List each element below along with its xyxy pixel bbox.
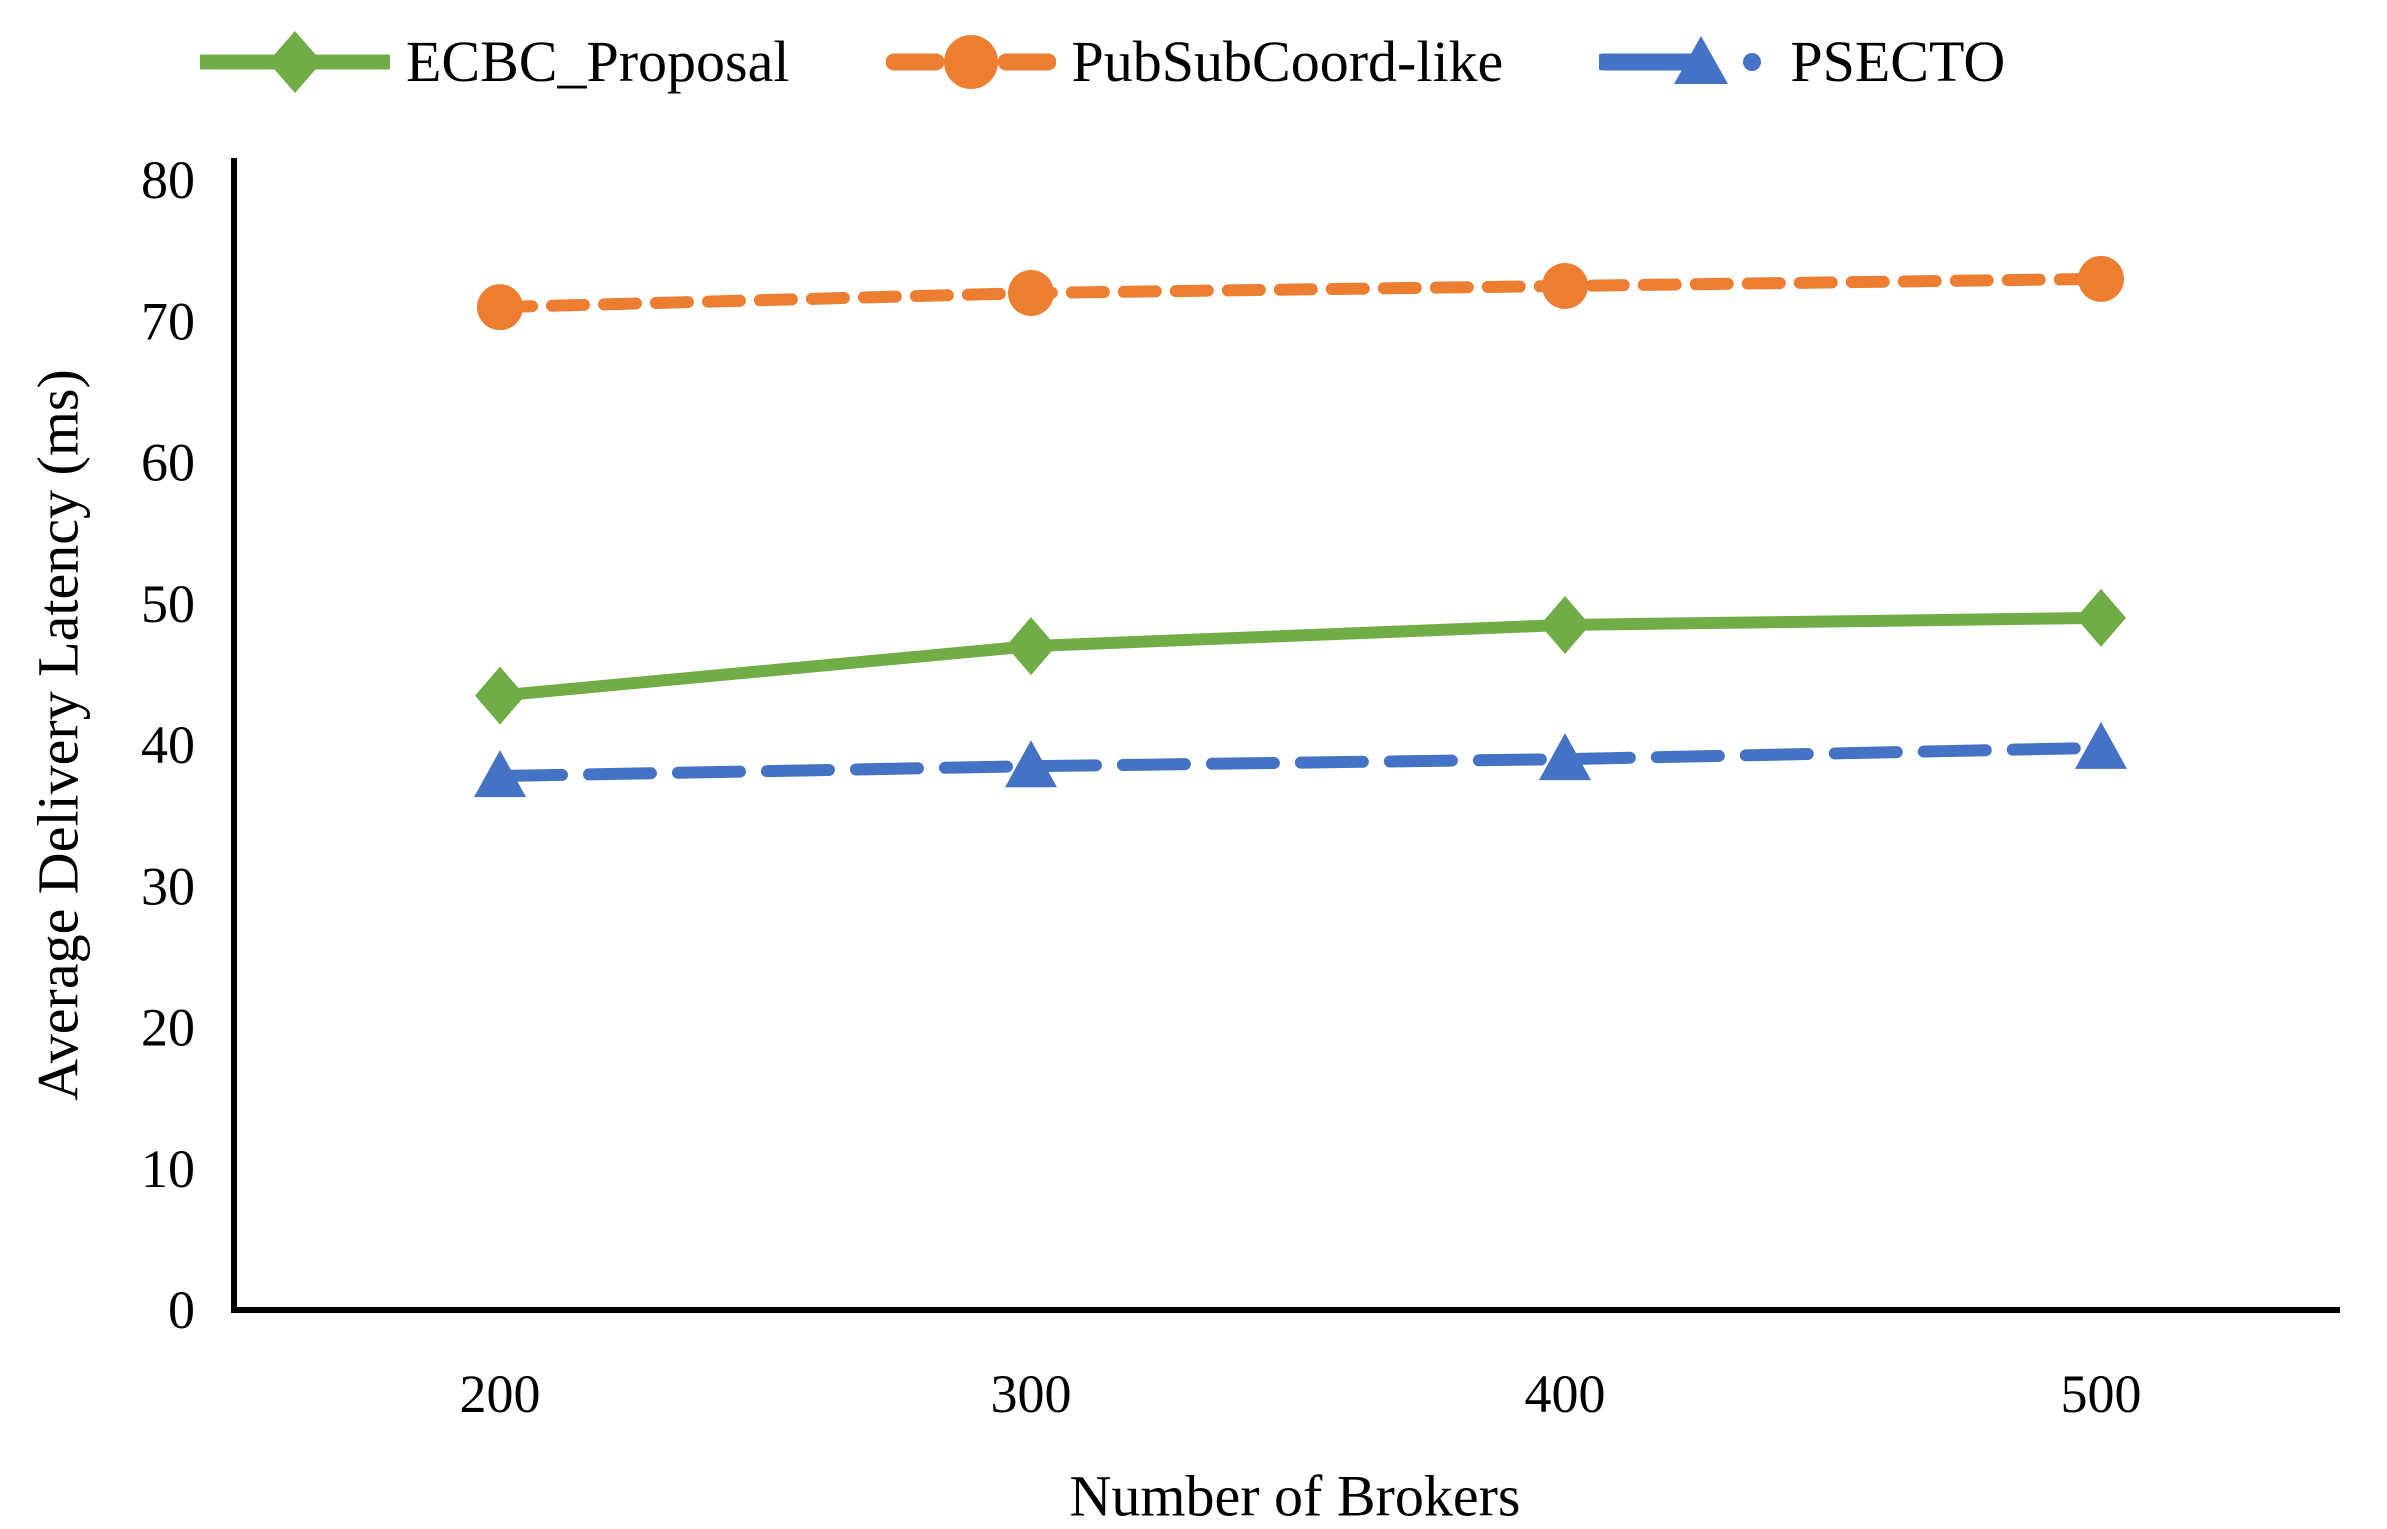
y-axis-title: Average Delivery Latency (ms) [26,369,91,1101]
marker-diamond-ecbc-proposal [1540,595,1590,654]
legend-item-psecto: PSECTO [1599,16,2005,108]
series-line-ecbc-proposal [494,611,2107,702]
marker-triangle-psecto [1539,733,1591,781]
y-tick-label: 10 [141,1139,195,1199]
ecbc-proposal-line-diamond-icon [200,31,390,93]
x-axis-title: Number of Brokers [1069,1464,1520,1529]
y-tick-label: 0 [168,1280,195,1340]
marker-circle-pubsubcoord-like [1542,262,1588,309]
legend-label-ecbc-proposal: ECBC_Proposal [406,29,790,94]
x-tick-label: 200 [460,1364,541,1424]
y-tick-label: 50 [141,574,195,634]
legend-item-ecbc-proposal: ECBC_Proposal [200,16,790,108]
marker-diamond-ecbc-proposal [475,666,525,725]
y-tick-label: 70 [141,291,195,351]
marker-circle-pubsubcoord-like [477,284,523,331]
marker-triangle-psecto [474,750,526,798]
legend-label-psecto: PSECTO [1790,29,2006,94]
marker-diamond-ecbc-proposal [1006,617,1056,676]
y-tick-label: 60 [141,433,195,493]
series-line-psecto [494,741,2107,783]
y-tick-label: 40 [141,715,195,775]
chart-legend: ECBC_Proposal PubSubCoord-like PSECTO [200,16,2005,108]
pubsubcoord-like-dash-circle-icon [885,35,1056,89]
legend-dot-shape [1743,53,1762,71]
y-tick-label: 30 [141,856,195,916]
x-tick-label: 400 [1525,1364,1606,1424]
marker-circle-pubsubcoord-like [1008,270,1054,316]
series-line-pubsubcoord-like [494,272,2107,314]
marker-circle-pubsubcoord-like [2078,255,2124,302]
x-tick-label: 300 [991,1364,1072,1424]
y-tick-label: 20 [141,998,195,1058]
x-tick-label: 500 [2061,1364,2142,1424]
legend-triangle-shape [1674,36,1729,84]
marker-diamond-ecbc-proposal [2076,588,2126,647]
marker-triangle-psecto [1005,740,1057,788]
legend-item-pubsubcoord-like: PubSubCoord-like [885,16,1504,108]
psecto-dash-triangle-icon [1599,36,1762,84]
legend-circle-shape [943,35,998,89]
marker-triangle-psecto [2075,721,2127,769]
legend-diamond-shape [268,31,322,93]
legend-label-pubsubcoord-like: PubSubCoord-like [1071,29,1504,94]
y-tick-label: 80 [141,150,195,210]
